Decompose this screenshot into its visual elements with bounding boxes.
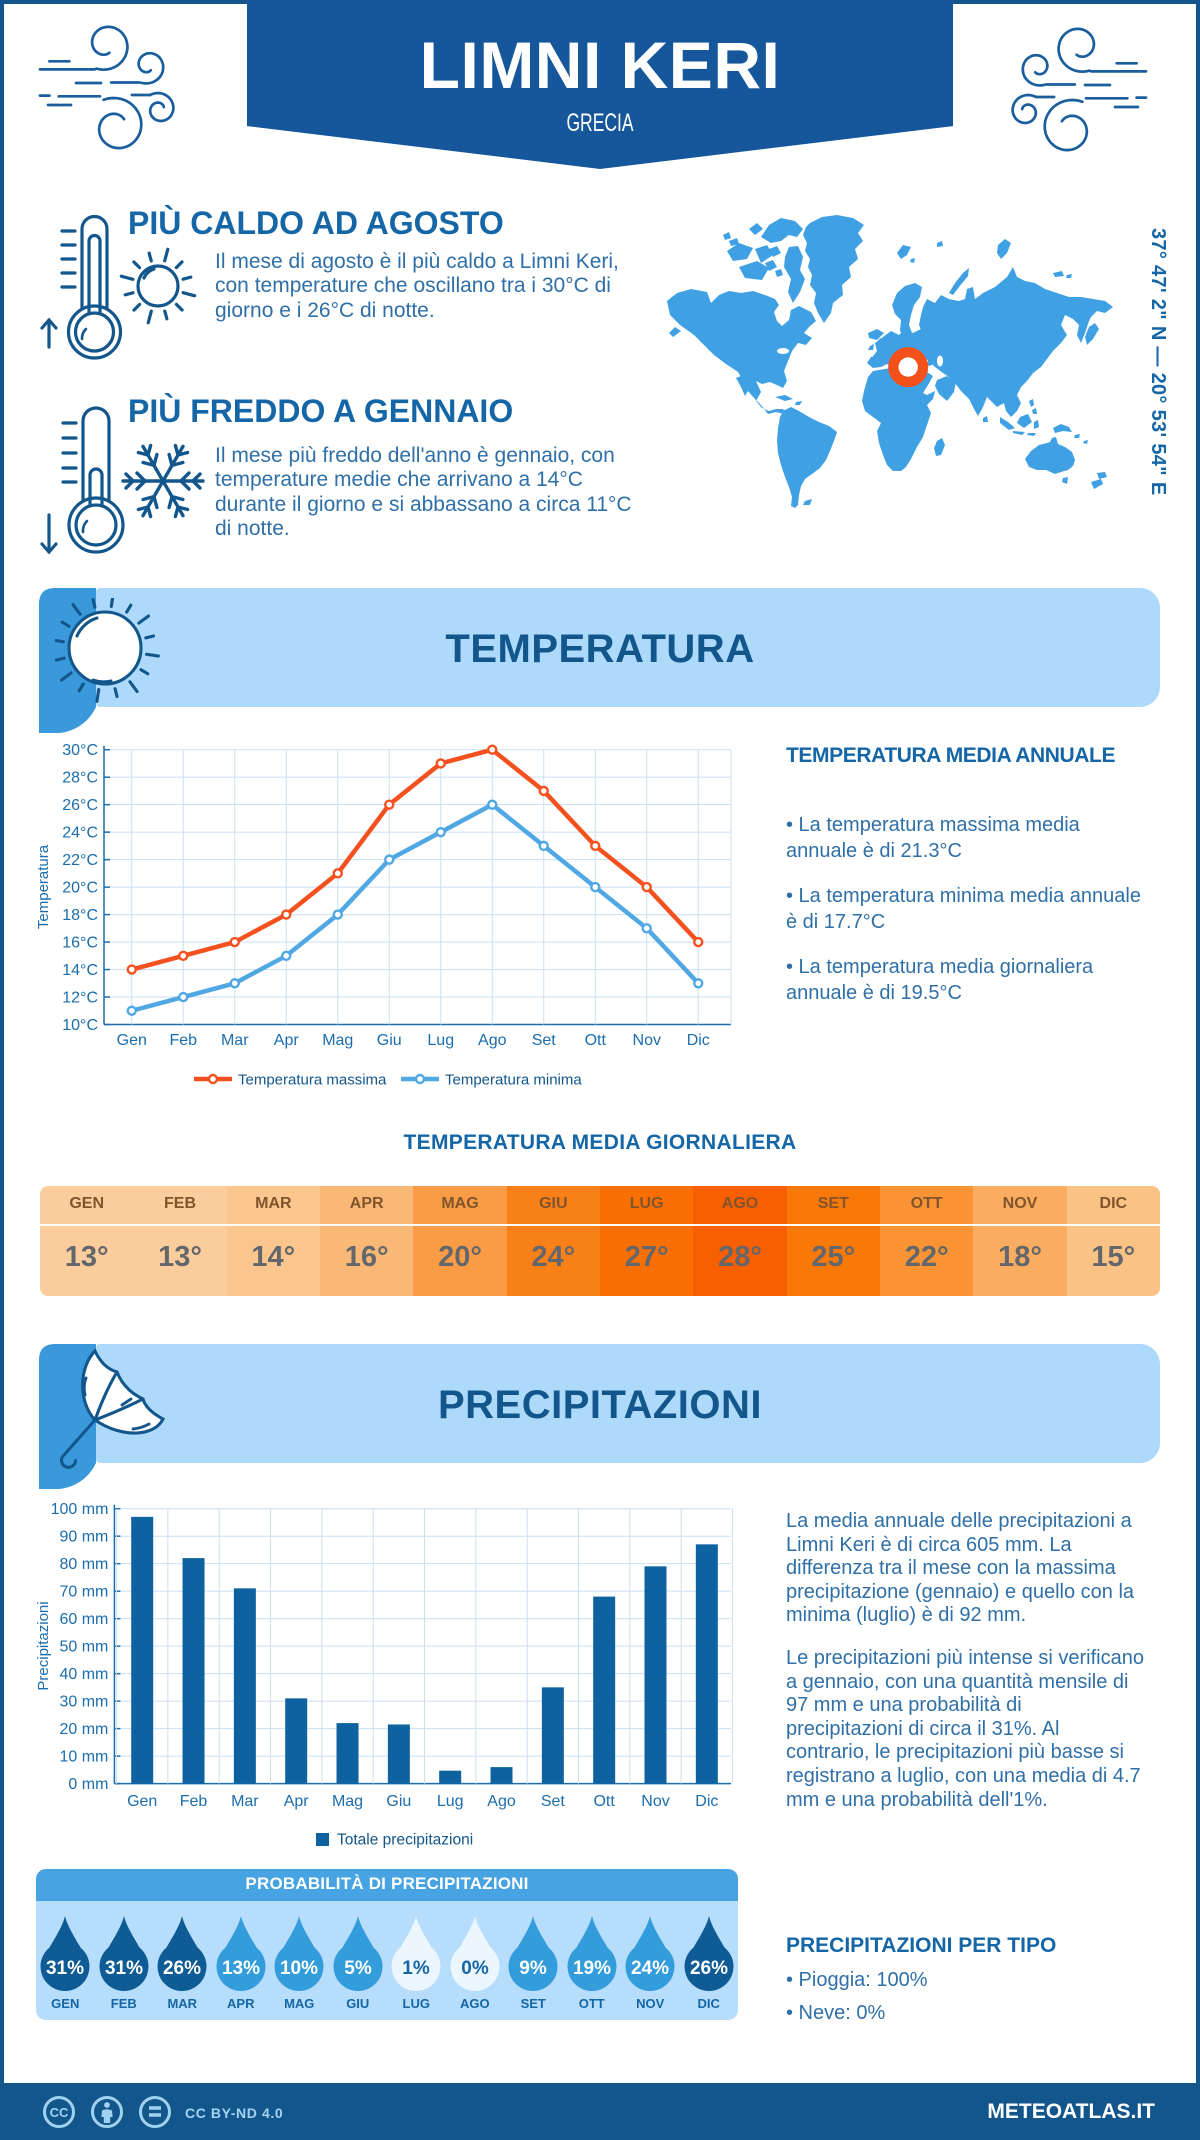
- svg-text:31%: 31%: [105, 1958, 143, 1979]
- svg-text:Temperatura: Temperatura: [35, 844, 52, 929]
- svg-text:Apr: Apr: [274, 1032, 300, 1049]
- svg-text:Lug: Lug: [437, 1793, 464, 1810]
- svg-text:Feb: Feb: [180, 1793, 208, 1810]
- svg-text:Gen: Gen: [117, 1032, 147, 1049]
- svg-text:24°C: 24°C: [62, 825, 98, 842]
- svg-text:80 mm: 80 mm: [59, 1556, 108, 1573]
- svg-text:26°C: 26°C: [62, 797, 98, 814]
- svg-text:10 mm: 10 mm: [59, 1749, 108, 1766]
- svg-text:18°C: 18°C: [62, 907, 98, 924]
- svg-text:Set: Set: [532, 1032, 557, 1049]
- svg-text:Dic: Dic: [687, 1032, 710, 1049]
- svg-text:19%: 19%: [573, 1958, 611, 1979]
- svg-text:31%: 31%: [46, 1958, 84, 1979]
- svg-text:9%: 9%: [520, 1958, 548, 1979]
- svg-text:Lug: Lug: [427, 1032, 454, 1049]
- svg-text:Ott: Ott: [585, 1032, 607, 1049]
- svg-text:Mar: Mar: [231, 1793, 259, 1810]
- svg-text:Set: Set: [541, 1793, 566, 1810]
- svg-text:Giu: Giu: [377, 1032, 402, 1049]
- svg-text:Feb: Feb: [169, 1032, 197, 1049]
- svg-text:70 mm: 70 mm: [59, 1584, 108, 1601]
- svg-text:0%: 0%: [461, 1958, 489, 1979]
- svg-text:5%: 5%: [344, 1958, 372, 1979]
- svg-text:1%: 1%: [403, 1958, 431, 1979]
- svg-text:30°C: 30°C: [62, 742, 98, 759]
- svg-text:0 mm: 0 mm: [68, 1776, 108, 1793]
- svg-text:Mag: Mag: [332, 1793, 363, 1810]
- svg-text:Ago: Ago: [487, 1793, 516, 1810]
- svg-text:10°C: 10°C: [62, 1017, 98, 1034]
- svg-text:Gen: Gen: [127, 1793, 157, 1810]
- svg-text:12°C: 12°C: [62, 990, 98, 1007]
- svg-text:Mar: Mar: [221, 1032, 249, 1049]
- svg-text:Temperatura massima: Temperatura massima: [238, 1072, 387, 1089]
- svg-text:90 mm: 90 mm: [59, 1529, 108, 1546]
- svg-text:Precipitazioni: Precipitazioni: [35, 1601, 52, 1690]
- svg-text:Nov: Nov: [641, 1793, 669, 1810]
- svg-text:20°C: 20°C: [62, 880, 98, 897]
- svg-text:Ott: Ott: [593, 1793, 615, 1810]
- svg-text:Temperatura minima: Temperatura minima: [445, 1072, 582, 1089]
- svg-text:100 mm: 100 mm: [51, 1501, 109, 1518]
- svg-text:Nov: Nov: [633, 1032, 661, 1049]
- svg-text:50 mm: 50 mm: [59, 1639, 108, 1656]
- svg-text:Giu: Giu: [386, 1793, 411, 1810]
- svg-text:14°C: 14°C: [62, 962, 98, 979]
- svg-text:Apr: Apr: [284, 1793, 310, 1810]
- svg-text:26%: 26%: [690, 1958, 728, 1979]
- svg-text:Ago: Ago: [478, 1032, 507, 1049]
- svg-text:CC: CC: [50, 2105, 69, 2120]
- svg-text:20 mm: 20 mm: [59, 1721, 108, 1738]
- svg-text:30 mm: 30 mm: [59, 1694, 108, 1711]
- svg-text:26%: 26%: [163, 1958, 201, 1979]
- svg-text:Totale precipitazioni: Totale precipitazioni: [337, 1832, 473, 1849]
- svg-text:Dic: Dic: [695, 1793, 718, 1810]
- svg-text:Mag: Mag: [322, 1032, 353, 1049]
- svg-text:22°C: 22°C: [62, 852, 98, 869]
- svg-text:28°C: 28°C: [62, 770, 98, 787]
- svg-text:16°C: 16°C: [62, 935, 98, 952]
- svg-text:24%: 24%: [631, 1958, 669, 1979]
- svg-text:10%: 10%: [280, 1958, 318, 1979]
- svg-text:13%: 13%: [222, 1958, 260, 1979]
- svg-text:40 mm: 40 mm: [59, 1666, 108, 1683]
- svg-text:60 mm: 60 mm: [59, 1611, 108, 1628]
